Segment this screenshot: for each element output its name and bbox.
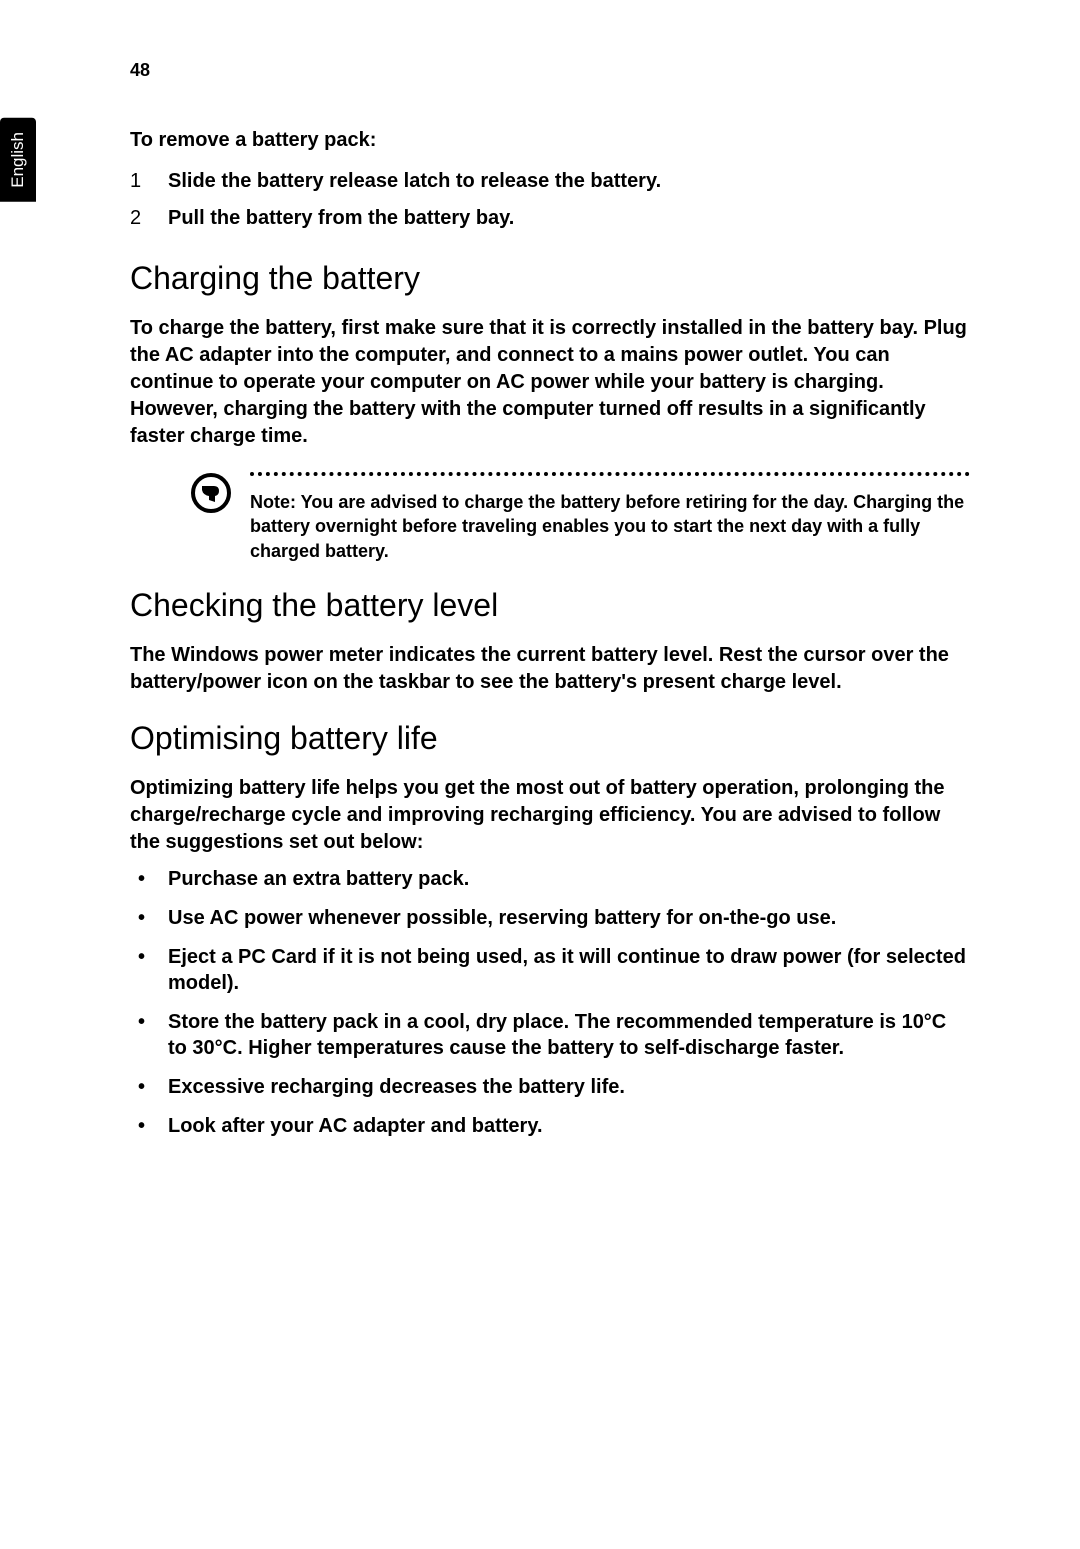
page-number: 48: [130, 60, 970, 81]
note-lead: Note: [250, 492, 290, 512]
bullet-text: Store the battery pack in a cool, dry pl…: [168, 1009, 970, 1061]
bullet-text: Purchase an extra battery pack.: [168, 866, 970, 892]
note-block: Note: You are advised to charge the batt…: [190, 472, 970, 563]
bullet-dot: •: [130, 1074, 168, 1100]
optimising-body: Optimizing battery life helps you get th…: [130, 775, 970, 856]
list-item: 1 Slide the battery release latch to rel…: [130, 170, 970, 193]
step-number: 1: [130, 170, 168, 193]
note-text: Note: You are advised to charge the batt…: [250, 490, 970, 563]
list-item: •Store the battery pack in a cool, dry p…: [130, 1009, 970, 1061]
step-number: 2: [130, 207, 168, 230]
heading-optimising: Optimising battery life: [130, 720, 970, 757]
note-icon: [190, 472, 232, 514]
list-item: 2 Pull the battery from the battery bay.: [130, 207, 970, 230]
page-content: 48 To remove a battery pack: 1 Slide the…: [0, 0, 1080, 1212]
bullet-text: Excessive recharging decreases the batte…: [168, 1074, 970, 1100]
list-item: •Eject a PC Card if it is not being used…: [130, 944, 970, 996]
checking-body: The Windows power meter indicates the cu…: [130, 642, 970, 696]
language-tab: English: [0, 118, 36, 202]
step-text: Slide the battery release latch to relea…: [168, 170, 661, 193]
bullet-dot: •: [130, 866, 168, 892]
bullet-dot: •: [130, 944, 168, 996]
dotted-rule: [250, 472, 970, 476]
step-text: Pull the battery from the battery bay.: [168, 207, 514, 230]
bullet-text: Look after your AC adapter and battery.: [168, 1113, 970, 1139]
list-item: •Excessive recharging decreases the batt…: [130, 1074, 970, 1100]
bullet-dot: •: [130, 1113, 168, 1139]
list-item: •Use AC power whenever possible, reservi…: [130, 905, 970, 931]
optimising-bullets: •Purchase an extra battery pack. •Use AC…: [130, 866, 970, 1139]
remove-steps-list: 1 Slide the battery release latch to rel…: [130, 170, 970, 230]
list-item: •Look after your AC adapter and battery.: [130, 1113, 970, 1139]
list-item: •Purchase an extra battery pack.: [130, 866, 970, 892]
bullet-dot: •: [130, 905, 168, 931]
bullet-text: Use AC power whenever possible, reservin…: [168, 905, 970, 931]
heading-charging: Charging the battery: [130, 260, 970, 297]
bullet-text: Eject a PC Card if it is not being used,…: [168, 944, 970, 996]
heading-checking: Checking the battery level: [130, 587, 970, 624]
charging-body: To charge the battery, first make sure t…: [130, 315, 970, 450]
note-content: Note: You are advised to charge the batt…: [250, 472, 970, 563]
note-body: : You are advised to charge the battery …: [250, 492, 964, 561]
bullet-dot: •: [130, 1009, 168, 1061]
remove-intro: To remove a battery pack:: [130, 129, 970, 152]
